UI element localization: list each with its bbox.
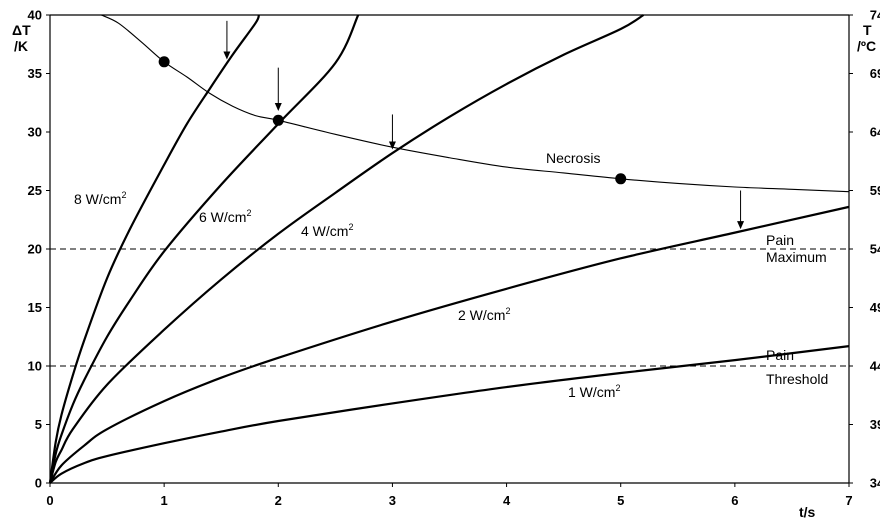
- arrow-head-3: [737, 221, 745, 230]
- series-label-2w-base: 2 W/cm: [458, 307, 505, 323]
- x-tick-label: 3: [389, 493, 396, 508]
- series-label-4w-base: 4 W/cm: [301, 223, 348, 239]
- necrosis-marker-0: [158, 56, 170, 68]
- x-tick-label: 6: [731, 493, 738, 508]
- y-axis-title-left-1: ΔT: [12, 22, 31, 38]
- series-lines: [48, 14, 850, 484]
- series-label-6w-base: 6 W/cm: [199, 209, 246, 225]
- x-tick-label: 2: [275, 493, 282, 508]
- pain-threshold-label-1: Pain: [766, 347, 794, 363]
- series-label-1w-base: 1 W/cm: [568, 384, 615, 400]
- series-label-8w: 8 W/cm2: [74, 190, 126, 207]
- arrow-head-0: [223, 51, 231, 60]
- y-tick-left-label: 5: [35, 417, 42, 432]
- necrosis-marker-1: [272, 114, 284, 126]
- y-tick-right-label: 69: [870, 66, 880, 81]
- reference-lines: [50, 248, 849, 367]
- y-tick-left-label: 30: [28, 125, 42, 140]
- series-label-8w-sup: 2: [121, 190, 126, 200]
- pain-maximum-label-1: Pain: [766, 232, 794, 248]
- arrow-head-2: [388, 141, 396, 150]
- y-tick-right-label: 54: [870, 242, 880, 257]
- y-tick-left-label: 25: [28, 183, 42, 198]
- y-tick-left-label: 20: [28, 242, 42, 257]
- y-tick-right-label: 44: [870, 359, 880, 374]
- y-tick-left-label: 0: [35, 476, 42, 491]
- necrosis-curve: [101, 14, 850, 193]
- series-label-8w-base: 8 W/cm: [74, 191, 121, 207]
- x-tick-label: 1: [161, 493, 168, 508]
- axes: 0345391044154920542559306435694074012345…: [28, 8, 880, 509]
- x-tick-label: 0: [46, 493, 53, 508]
- series-label-1w-sup: 2: [615, 383, 620, 393]
- series-line-3: [49, 205, 850, 484]
- series-label-6w: 6 W/cm2: [199, 208, 251, 225]
- y-tick-right-label: 49: [870, 300, 880, 315]
- y-tick-left-label: 15: [28, 300, 42, 315]
- y-axis-title-right-2: /ºC: [857, 38, 876, 54]
- y-tick-left-label: 35: [28, 66, 42, 81]
- y-tick-right-label: 64: [870, 125, 880, 140]
- series-label-1w: 1 W/cm2: [568, 383, 620, 400]
- series-line-2: [48, 14, 645, 484]
- x-tick-label: 7: [845, 493, 852, 508]
- y-tick-left-label: 40: [28, 8, 42, 23]
- series-label-2w: 2 W/cm2: [458, 306, 510, 323]
- series-label-4w: 4 W/cm2: [301, 222, 353, 239]
- series-line-1: [48, 14, 360, 484]
- pain-threshold-label-2: Threshold: [766, 371, 828, 387]
- y-tick-right-label: 34: [870, 476, 880, 491]
- pain-maximum-label-2: Maximum: [766, 249, 827, 265]
- arrows: [223, 20, 745, 230]
- y-axis-title-right-1: T: [863, 22, 872, 38]
- y-tick-right-label: 59: [870, 183, 880, 198]
- series-label-4w-sup: 2: [348, 222, 353, 232]
- necrosis-group: [101, 14, 850, 193]
- series-line-4: [49, 345, 850, 484]
- arrow-head-1: [274, 102, 282, 111]
- necrosis-marker-2: [615, 173, 627, 185]
- x-axis-title: t/s: [799, 504, 816, 520]
- y-tick-right-label: 74: [870, 8, 880, 23]
- series-label-2w-sup: 2: [505, 306, 510, 316]
- markers: [158, 56, 627, 185]
- x-tick-label: 4: [503, 493, 511, 508]
- y-axis-title-left-2: /K: [14, 38, 28, 54]
- series-label-6w-sup: 2: [246, 208, 251, 218]
- necrosis-label: Necrosis: [546, 150, 600, 166]
- series-line-0: [48, 14, 260, 484]
- y-tick-left-label: 10: [28, 359, 42, 374]
- y-tick-right-label: 39: [870, 417, 880, 432]
- x-tick-label: 5: [617, 493, 624, 508]
